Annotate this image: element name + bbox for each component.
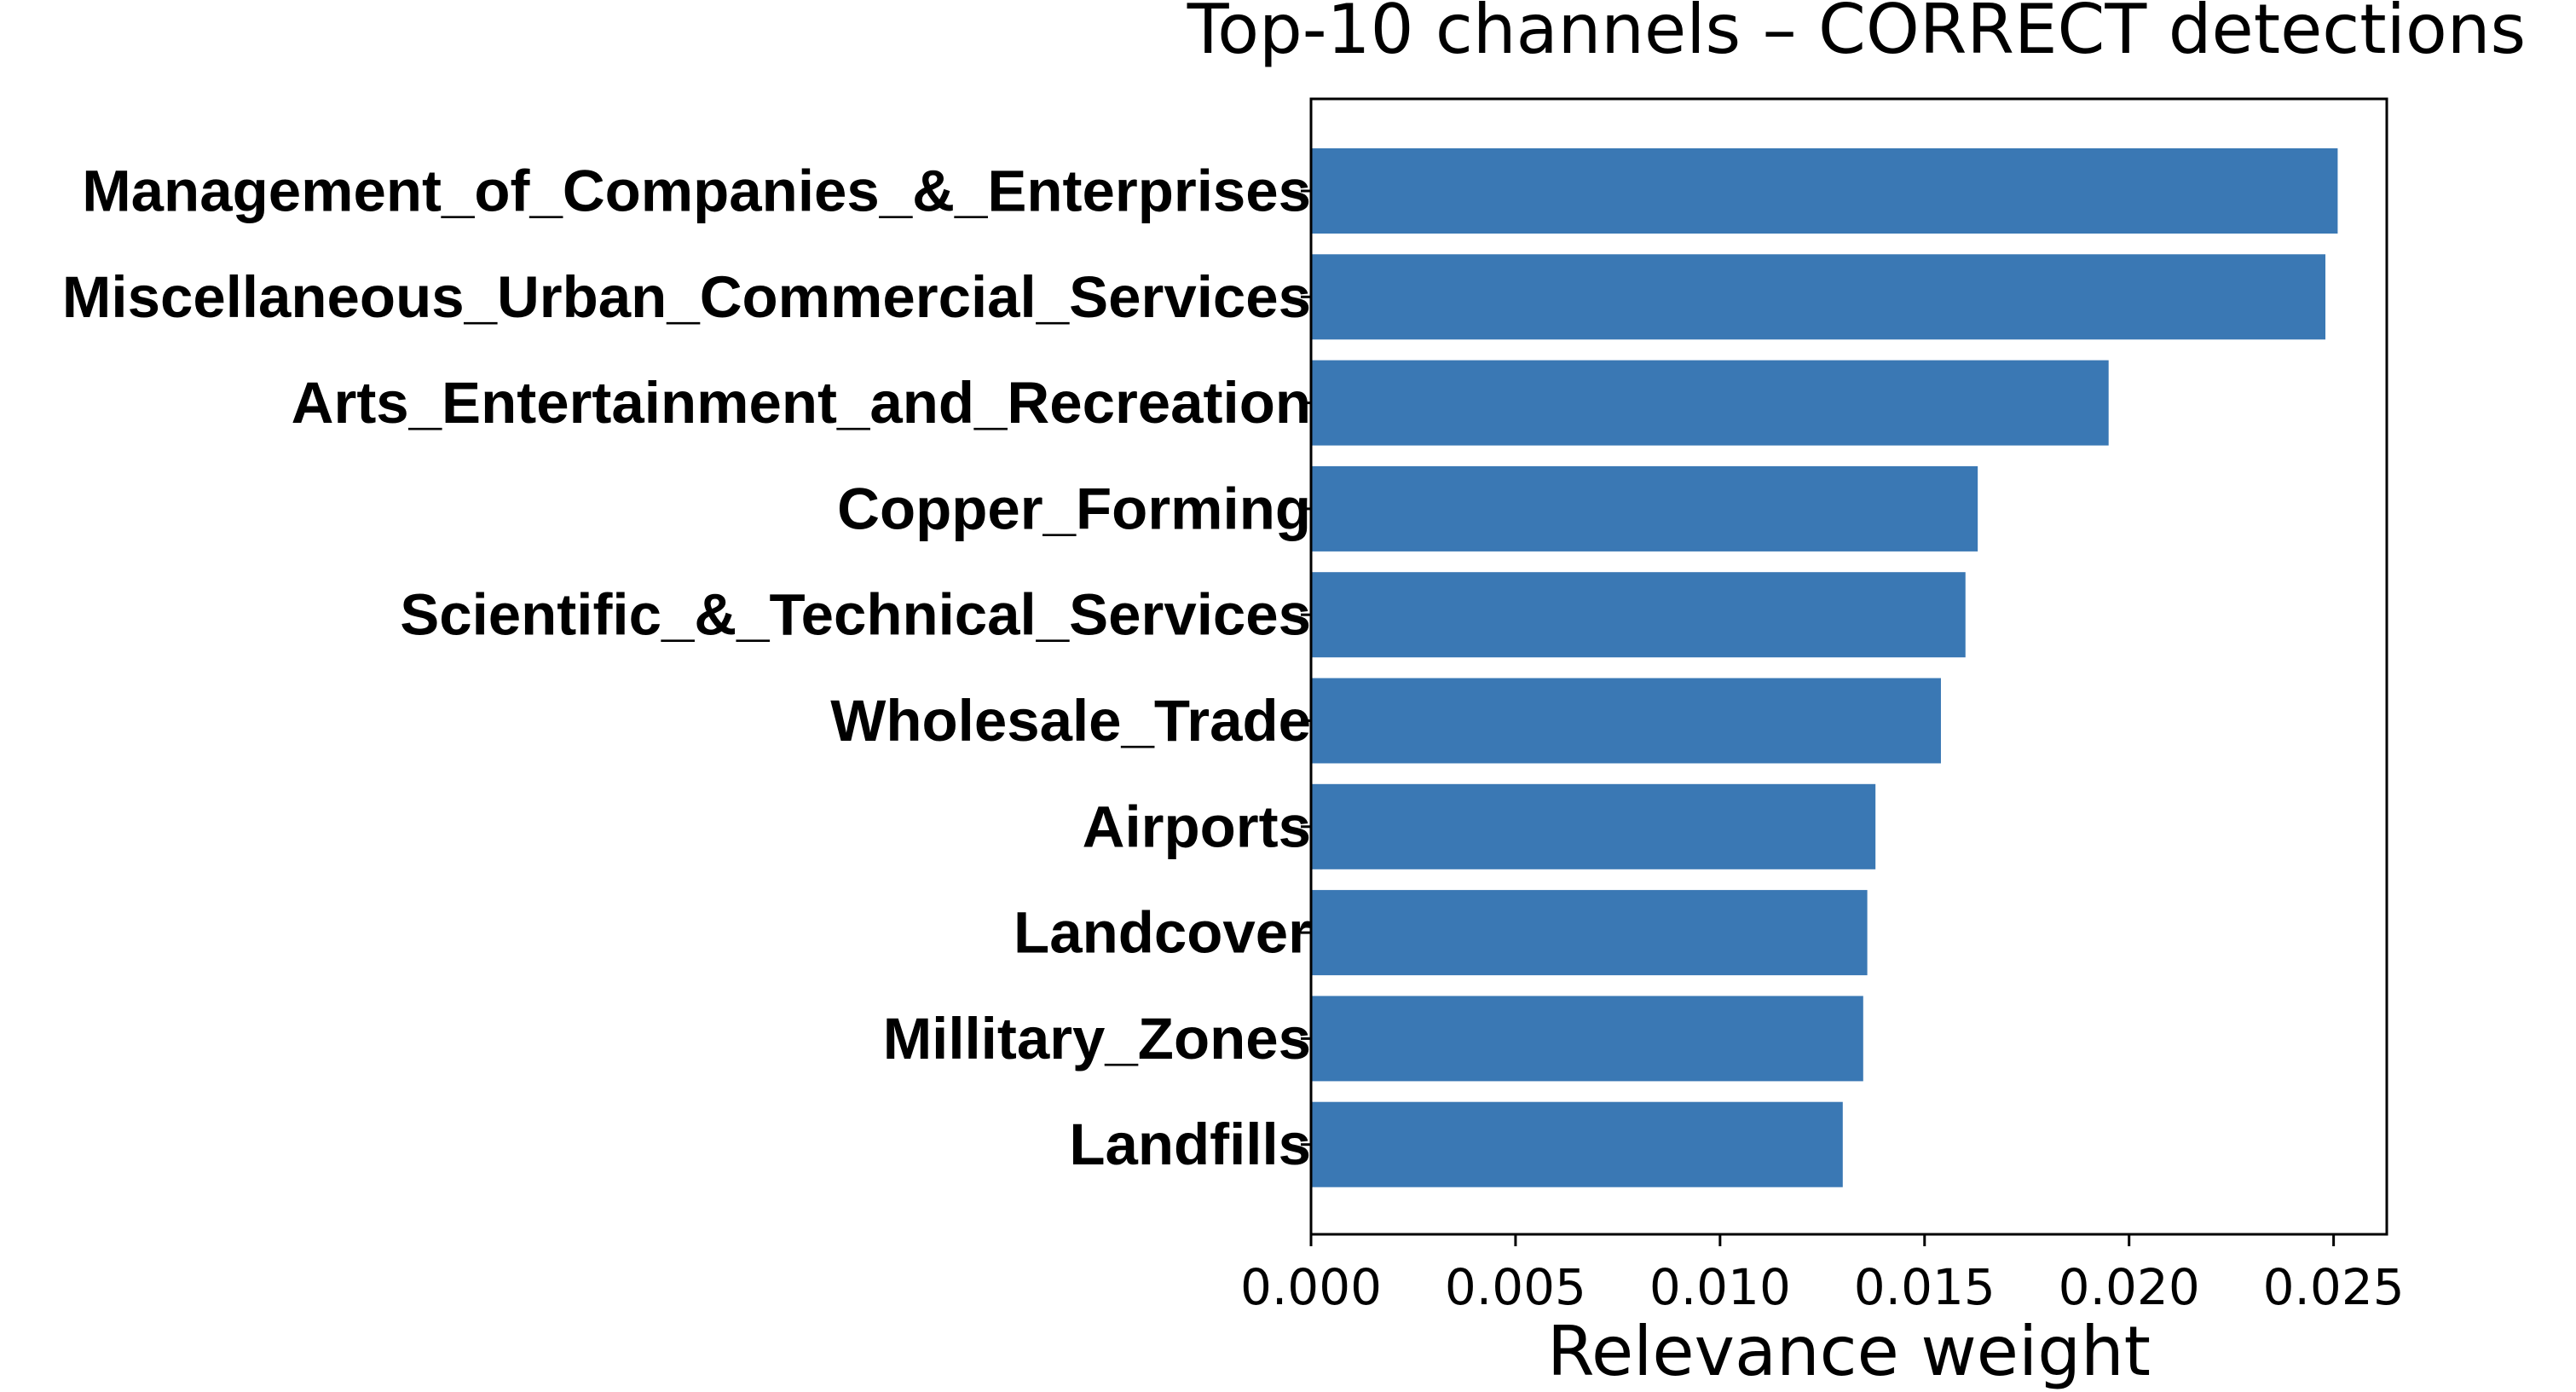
x-tick-label: 0.005 <box>1445 1258 1586 1316</box>
y-tick-label: Scientific_&_Technical_Services <box>400 582 1311 648</box>
bar <box>1311 360 2109 446</box>
y-tick-label: Arts_Entertainment_and_Recreation <box>292 370 1311 436</box>
bar <box>1311 148 2338 234</box>
x-tick-label: 0.020 <box>2059 1258 2200 1316</box>
bars-layer <box>1311 148 2338 1187</box>
y-axis-ticks: Management_of_Companies_&_Enterprises Mis… <box>62 159 1311 1177</box>
x-tick-label: 0.015 <box>1854 1258 1996 1316</box>
y-tick-label: Management_of_Companies_&_Enterprises <box>82 159 1311 224</box>
bar <box>1311 572 1966 658</box>
bar <box>1311 783 1876 869</box>
y-tick-label: Landcover <box>1014 900 1311 966</box>
y-tick-label: Copper_Forming <box>837 476 1311 541</box>
y-tick-label: Airports <box>1083 794 1311 859</box>
bar <box>1311 254 2326 340</box>
y-tick-label: Landfills <box>1069 1112 1311 1177</box>
x-tick-label: 0.025 <box>2263 1258 2405 1316</box>
x-axis-ticks: 0.000 0.005 0.010 0.015 0.020 0.025 <box>1240 1234 2405 1316</box>
x-tick-label: 0.010 <box>1649 1258 1791 1316</box>
bar <box>1311 996 1863 1082</box>
bar <box>1311 678 1941 764</box>
bar <box>1311 465 1978 552</box>
plot-frame <box>1309 97 2388 1236</box>
chart-title: Top-10 channels – CORRECT detections <box>1187 0 2526 69</box>
y-tick-label: Millitary_Zones <box>883 1006 1311 1071</box>
bar <box>1311 890 1868 976</box>
x-tick-label: 0.000 <box>1240 1258 1382 1316</box>
y-tick-label: Wholesale_Trade <box>830 688 1311 754</box>
y-tick-label: Miscellaneous_Urban_Commercial_Services <box>62 264 1311 330</box>
bar <box>1311 1101 1843 1187</box>
x-axis-label: Relevance weight <box>1547 1312 2151 1391</box>
